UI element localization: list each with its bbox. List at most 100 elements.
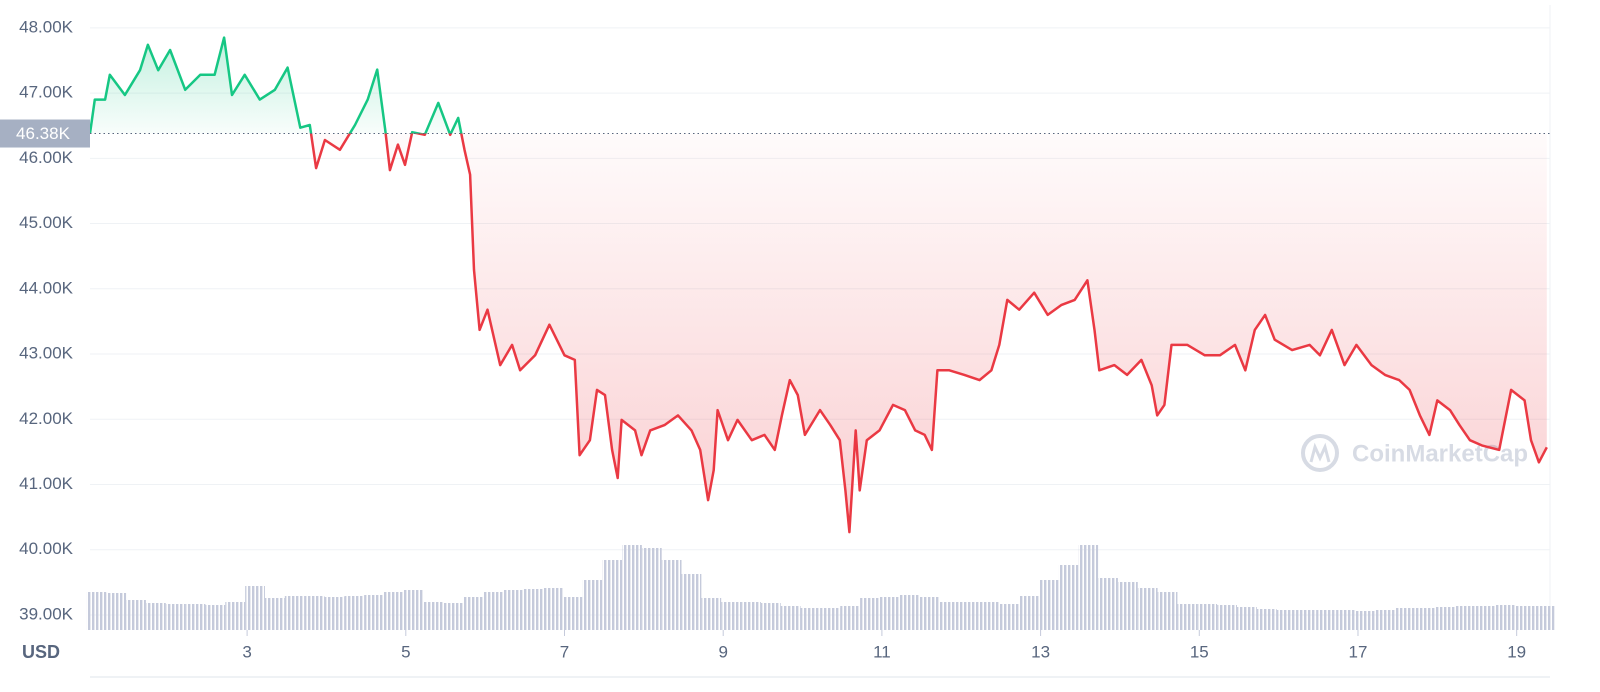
volume-bar — [879, 597, 900, 630]
volume-bar — [443, 603, 464, 630]
volume-bar — [800, 608, 821, 630]
volume-bar — [701, 598, 722, 630]
volume-bar — [939, 602, 960, 630]
volume-bar — [423, 602, 444, 630]
volume-bar — [165, 604, 186, 630]
y-tick-label: 46.00K — [19, 148, 74, 167]
volume-bar — [1375, 610, 1396, 630]
volume-bar — [304, 596, 325, 630]
volume-bar — [1078, 545, 1099, 630]
volume-bar — [463, 597, 484, 630]
volume-bar — [1296, 610, 1317, 630]
volume-bar — [542, 588, 563, 630]
y-tick-label: 41.00K — [19, 474, 74, 493]
logo-ring — [1301, 434, 1339, 472]
volume-bar — [562, 597, 583, 630]
volume-bar — [602, 560, 623, 630]
volume-bar — [1236, 607, 1257, 630]
volume-bar — [1157, 592, 1178, 630]
volume-bar — [1217, 605, 1237, 630]
volume-bar — [503, 590, 523, 630]
volume-bar — [1038, 580, 1059, 630]
volume-bar — [1137, 588, 1158, 630]
price-line-below — [90, 133, 1548, 534]
volume-bar — [780, 606, 801, 630]
reference-label: 46.38K — [16, 124, 71, 143]
volume-bar — [384, 592, 404, 630]
x-tick-label: 7 — [560, 642, 569, 661]
volume-bar — [344, 596, 365, 630]
x-tick-label: 3 — [242, 642, 251, 661]
volume-bar — [205, 605, 226, 630]
volume-bar — [126, 600, 146, 630]
volume-bar — [979, 602, 999, 630]
volume-bar — [1534, 606, 1555, 630]
volume-bar — [919, 597, 940, 630]
y-unit-label: USD — [22, 642, 60, 662]
volume-bar — [661, 560, 682, 630]
y-tick-label: 48.00K — [19, 17, 74, 36]
price-line-above — [88, 36, 463, 134]
volume-bar — [1475, 606, 1495, 630]
volume-bar — [820, 608, 841, 630]
x-tick-label: 17 — [1349, 642, 1368, 661]
volume-bar — [959, 602, 980, 630]
volume-bar — [899, 595, 920, 630]
volume-bar — [1356, 611, 1376, 630]
x-tick-label: 19 — [1507, 642, 1526, 661]
volume-bar — [522, 589, 543, 630]
y-tick-label: 45.00K — [19, 213, 74, 232]
x-tick-label: 13 — [1031, 642, 1050, 661]
volume-bar — [622, 545, 642, 630]
x-tick-label: 9 — [718, 642, 727, 661]
volume-bar — [364, 595, 384, 630]
volume-bar — [1256, 609, 1277, 630]
volume-bar — [1316, 610, 1337, 630]
volume-bar — [1276, 610, 1297, 630]
volume-bar — [582, 580, 603, 630]
volume-bar — [741, 602, 761, 630]
y-tick-label: 39.00K — [19, 604, 74, 623]
logo-m — [1309, 442, 1331, 463]
volume-bar — [1435, 607, 1456, 630]
area-below — [90, 133, 1547, 533]
y-tick-label: 43.00K — [19, 344, 74, 363]
volume-bar — [1494, 605, 1515, 630]
volume-bar — [225, 602, 246, 630]
volume-bar — [1177, 604, 1198, 630]
x-tick-label: 5 — [401, 642, 410, 661]
volume-bar — [403, 590, 424, 630]
volume-bar — [284, 596, 305, 630]
volume-bar — [86, 592, 107, 630]
volume-bar — [324, 597, 345, 630]
volume-bar — [245, 586, 265, 630]
volume-bar — [264, 598, 285, 630]
y-tick-label: 47.00K — [19, 83, 74, 102]
area-above — [90, 37, 462, 134]
volume-bar — [760, 603, 781, 630]
reference-label-box — [0, 119, 90, 148]
volume-bar — [1455, 606, 1475, 630]
volume-bar — [145, 603, 166, 630]
volume-bar — [641, 548, 662, 630]
volume-bar — [483, 592, 503, 630]
volume-bar — [106, 593, 127, 630]
volume-bar — [185, 604, 206, 630]
x-tick-label: 15 — [1190, 642, 1209, 661]
volume-bar — [1336, 610, 1356, 630]
y-tick-label: 42.00K — [19, 409, 74, 428]
volume-bar — [1117, 582, 1138, 630]
volume-bar — [1415, 608, 1436, 630]
watermark: CoinMarketCap — [1352, 440, 1528, 467]
x-tick-label: 11 — [873, 642, 891, 661]
volume-bar — [1058, 565, 1079, 630]
volume-bar — [998, 604, 1019, 630]
volume-bar — [1514, 606, 1535, 630]
y-tick-label: 40.00K — [19, 539, 74, 558]
watermark-logo — [1301, 434, 1339, 472]
volume-bar — [1098, 578, 1118, 630]
volume-bar — [681, 574, 702, 630]
volume-bar — [721, 602, 742, 630]
